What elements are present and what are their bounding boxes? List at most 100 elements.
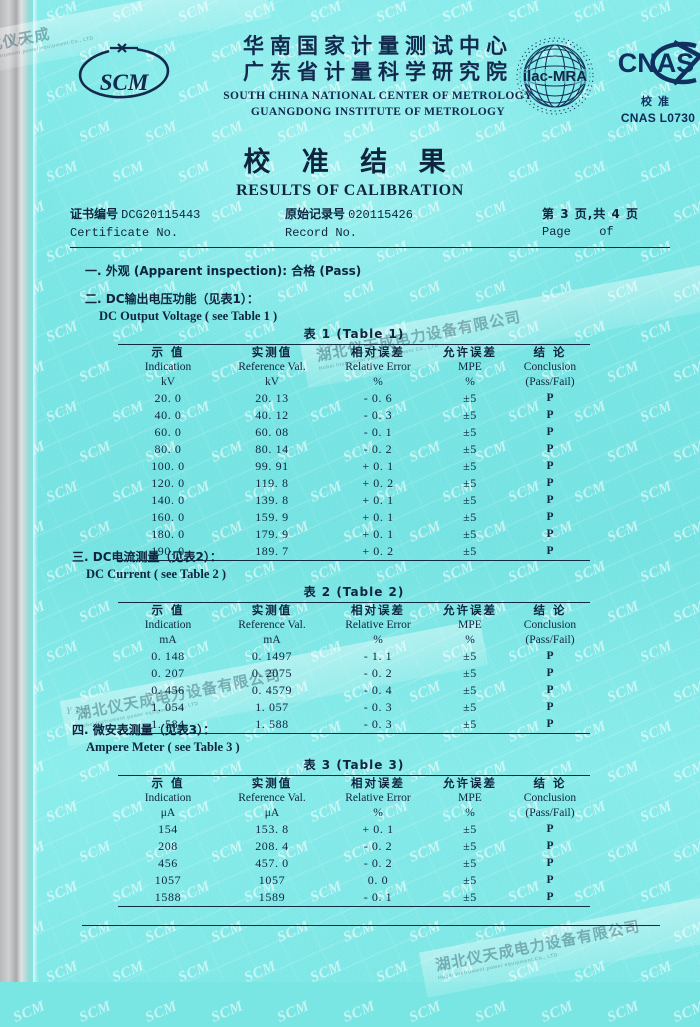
cell-value: ±5 [463,476,477,490]
section-3-title-cn: 三. DC电流测量（见表2）： [72,550,222,564]
cell-conclusion: P [546,891,554,903]
section-dc-current: 三. DC电流测量（见表2）： DC Current ( see Table 2… [72,548,226,582]
cell-value: 1588 [154,890,182,904]
column-header-cn: 结 论 [510,602,590,618]
cell-value: 1. 588 [255,717,289,731]
cell-value: ±5 [463,391,477,405]
cell-value: 457. 0 [255,856,289,870]
cell-conclusion: P [546,443,554,455]
cell-value: 180. 0 [151,527,185,541]
document-header: SCM 华南国家计量测试中心 广东省计量科学研究院 SOUTH CHINA NA… [60,34,700,125]
column-header-en: MPE [458,361,482,373]
org-name-cn-line1: 华南国家计量测试中心 [243,34,513,58]
cell-conclusion: P [546,667,554,679]
column-header-en: Conclusion [523,792,577,804]
page-label-en: Page [542,225,571,239]
column-header-unit: mA [159,634,177,646]
certificate-number-field: 证书编号 DCG20115443 Certificate No. [70,205,200,240]
table-2: 示 值实测值 相对误差 允许误差结 论 Indication Reference Va… [118,602,590,733]
table-row: 140. 0 139. 8 + 0. 1 ±5 P [118,492,590,509]
column-header-en: MPE [458,792,482,804]
watermark-ytc-mark: YTC [66,706,92,716]
cell-value: 99. 91 [255,459,289,473]
cell-conclusion: P [546,477,554,489]
cell-value: 120. 0 [151,476,185,490]
cell-conclusion: P [546,874,554,886]
column-header-unit: % [373,807,383,819]
column-header-unit: mA [263,634,281,646]
cell-value: - 0. 2 [363,666,393,680]
cell-value: 20. 0 [154,391,182,405]
column-header-cn: 允许误差 [430,602,510,618]
table-1-dc-output-voltage: 表 1 (Table 1) 示 值实测值 相对误差 允许误差结 论 Indicati… [118,325,590,561]
table-header-row-en: Indication Reference Val. Relative Error MP… [118,618,590,633]
cell-value: 1. 054 [151,700,185,714]
cell-value: 100. 0 [151,459,185,473]
table-3-bottom-rule [118,906,590,907]
cell-value: 139. 8 [255,493,289,507]
section-apparent-inspection: 一. 外观 (Apparent inspection): 合格 (Pass) [85,262,361,279]
table-header-row-units: mA mA%% (Pass/Fail) [118,633,590,648]
cell-value: - 0. 3 [363,717,393,731]
table-row: 20. 0 20. 13 - 0. 6 ±5 P [118,390,590,407]
cell-conclusion: P [546,823,554,835]
cell-value: 0. 456 [151,683,185,697]
cell-value: 1. 057 [255,700,289,714]
table-row: 1057 1057 0. 0 ±5 P [118,872,590,889]
cell-value: ±5 [463,873,477,887]
page-binding-edge [0,0,34,982]
table-row: 180. 0 179. 9 + 0. 1 ±5 P [118,526,590,543]
table-row: 0. 207 0. 2075 - 0. 2 ±5 P [118,665,590,682]
table-header-row-en: Indication Reference Val. Relative Error MP… [118,360,590,375]
security-scm-glyph: SCM [76,998,114,1026]
table-row: 456 457. 0 - 0. 2 ±5 P [118,855,590,872]
cnas-accreditation-block: CNAS 校准 CNAS L0730 [600,34,700,130]
cell-value: - 0. 4 [363,683,393,697]
cell-value: ±5 [463,459,477,473]
cell-value: 1589 [258,890,286,904]
cell-conclusion: P [546,511,554,523]
org-name-en-line1: SOUTH CHINA NATIONAL CENTER OF METROLOGY [223,90,533,103]
security-scm-glyph: SCM [538,998,576,1026]
table-row: 190. 0 189. 7 + 0. 2 ±5 P [118,543,590,560]
table-2-bottom-rule [118,733,590,734]
cell-value: - 0. 1 [363,425,393,439]
section-4-title-cn: 四. 微安表测量（见表3）： [72,723,216,737]
table-3-caption: 表 3 (Table 3) [303,758,405,772]
cell-value: ±5 [463,683,477,697]
cell-value: - 0. 3 [363,408,393,422]
page-title: 校 准 结 果 RESULTS OF CALIBRATION [0,140,700,200]
section-1-text: 一. 外观 (Apparent inspection): 合格 (Pass) [85,264,362,278]
column-header-en: Reference Val. [238,619,306,631]
cell-value: ±5 [463,442,477,456]
cell-conclusion: P [546,494,554,506]
table-1: 示 值实测值 相对误差 允许误差结 论 Indication Reference Va… [118,344,590,560]
column-header-cn: 实测值 [218,602,326,618]
table-1-body: 20. 0 20. 13 - 0. 6 ±5 P 40. 0 40. 12 - 0. 3 ±5 P… [118,390,590,560]
certificate-number-value: DCG20115443 [121,208,201,222]
column-header-cn: 结 论 [510,344,590,360]
column-header-unit: % [373,634,383,646]
column-header-en: Relative Error [345,619,411,631]
column-header-cn: 相对误差 [326,602,430,618]
column-header-en: Conclusion [523,361,577,373]
security-scm-glyph: SCM [142,998,180,1026]
table-row: 100. 0 99. 91 + 0. 1 ±5 P [118,458,590,475]
certificate-meta: 证书编号 DCG20115443 Certificate No. 原始记录号 0… [70,205,670,245]
section-dc-output-voltage: 二. DC输出电压功能（见表1）： DC Output Voltage ( se… [85,290,277,324]
cell-value: 40. 0 [154,408,182,422]
cell-conclusion: P [546,392,554,404]
column-header-unit: (Pass/Fail) [525,807,575,819]
table-3: 示 值实测值 相对误差 允许误差结 论 Indication Reference Va… [118,775,590,906]
org-name-en-line2: GUANGDONG INSTITUTE OF METROLOGY [250,106,506,119]
table-row: 60. 0 60. 08 - 0. 1 ±5 P [118,424,590,441]
cell-conclusion: P [546,701,554,713]
table-2-header: 示 值实测值 相对误差 允许误差结 论 Indication Reference Va… [118,602,590,649]
cell-value: ±5 [463,408,477,422]
cell-value: 60. 08 [255,425,289,439]
column-header-cn: 相对误差 [326,775,430,791]
cell-value: - 0. 2 [363,839,393,853]
column-header-cn: 结 论 [510,775,590,791]
section-ampere-meter: 四. 微安表测量（见表3）： Ampere Meter ( see Table … [72,721,240,755]
column-header-unit: % [465,376,475,388]
